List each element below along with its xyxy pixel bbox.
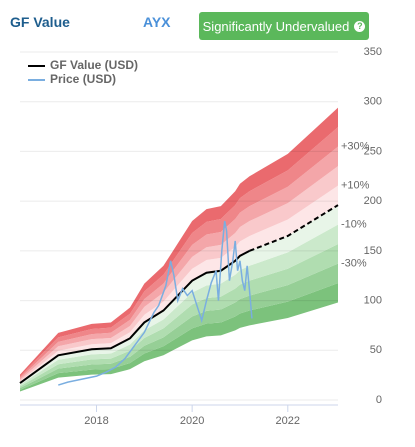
band-label: -10% bbox=[341, 219, 367, 231]
x-tick-label: 2022 bbox=[276, 415, 300, 427]
help-icon[interactable]: ? bbox=[354, 20, 366, 32]
band-label: +10% bbox=[341, 180, 370, 192]
valuation-band bbox=[20, 283, 338, 392]
valuation-band bbox=[20, 263, 338, 390]
valuation-badge[interactable]: Significantly Undervalued ? bbox=[199, 12, 369, 40]
y-tick-label: 100 bbox=[364, 294, 382, 306]
band-label: -30% bbox=[341, 257, 367, 269]
badge-text: Significantly Undervalued bbox=[202, 18, 350, 34]
y-tick-label: 0 bbox=[376, 394, 382, 406]
valuation-band bbox=[20, 107, 338, 377]
y-tick-label: 150 bbox=[364, 245, 382, 257]
valuation-band bbox=[20, 166, 338, 382]
gf-value-projection bbox=[249, 204, 339, 252]
y-tick-label: 200 bbox=[364, 195, 382, 207]
ticker: AYX bbox=[143, 14, 171, 30]
y-tick-label: 300 bbox=[364, 96, 382, 108]
valuation-band bbox=[20, 127, 338, 379]
x-tick-label: 2018 bbox=[84, 415, 108, 427]
valuation-band bbox=[20, 224, 338, 387]
y-tick-label: 250 bbox=[364, 145, 382, 157]
x-tick-label: 2020 bbox=[180, 415, 204, 427]
band-label: +30% bbox=[341, 141, 370, 153]
y-tick-label: 50 bbox=[370, 344, 382, 356]
valuation-band bbox=[20, 244, 338, 389]
y-tick-label: 350 bbox=[364, 46, 382, 58]
legend-label: GF Value (USD) bbox=[50, 58, 138, 72]
valuation-band bbox=[20, 146, 338, 380]
legend-label: Price (USD) bbox=[50, 72, 116, 86]
valuation-band bbox=[20, 185, 338, 384]
title: GF Value bbox=[10, 14, 70, 30]
price-line bbox=[58, 220, 253, 386]
